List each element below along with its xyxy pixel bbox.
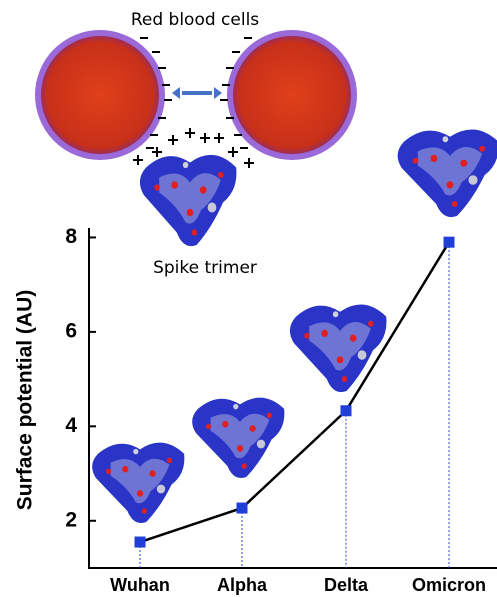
y-tick-label: 6	[65, 319, 77, 342]
annotation: Red blood cells	[131, 10, 259, 30]
data-point	[134, 536, 146, 548]
y-tick-label: 2	[65, 508, 77, 531]
x-tick-label: Delta	[324, 575, 369, 595]
illustration	[35, 30, 497, 523]
x-tick-label: Alpha	[217, 575, 268, 595]
data-point	[340, 405, 352, 417]
annotation: Spike trimer	[153, 258, 257, 278]
series-line	[139, 241, 451, 544]
x-tick-label: Omicron	[412, 575, 486, 595]
y-tick-label: 8	[65, 225, 77, 248]
data-point	[236, 502, 248, 514]
data-point	[443, 236, 455, 248]
y-axis-label: Surface potential (AU)	[14, 290, 37, 511]
y-tick-label: 4	[65, 414, 77, 437]
x-tick-label: Wuhan	[110, 575, 170, 595]
